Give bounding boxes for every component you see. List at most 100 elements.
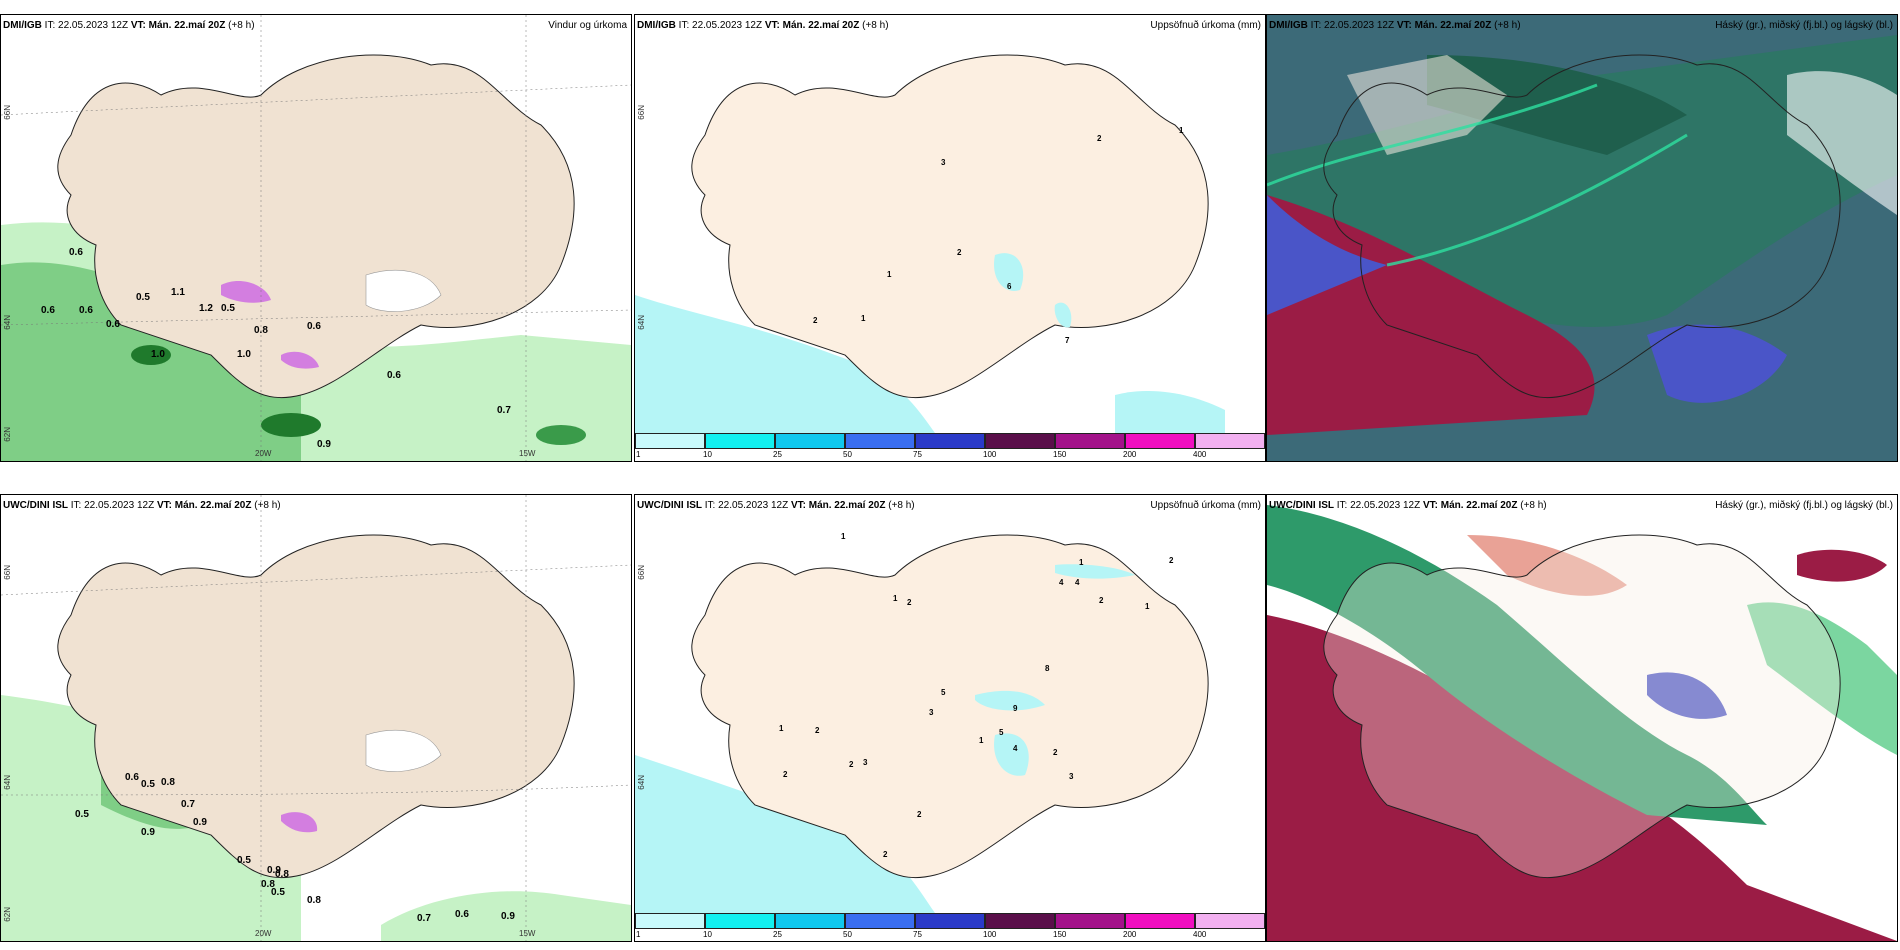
colorbar-label: 10 — [703, 930, 712, 939]
precip-value: 0.5 — [271, 887, 285, 898]
precip-value: 0.6 — [387, 370, 401, 381]
colorbar-swatch — [1195, 913, 1265, 929]
accum-value: 9 — [1013, 704, 1018, 713]
map-panel-clouds-uwc: UWC/DINI ISL IT: 22.05.2023 12Z VT: Mán.… — [1266, 494, 1898, 942]
colorbar-label: 1 — [636, 930, 641, 939]
accum-value: 4 — [1013, 744, 1018, 753]
colorbar-swatch — [1055, 913, 1125, 929]
colorbar-label: 200 — [1123, 930, 1137, 939]
colorbar-swatch — [985, 433, 1055, 449]
precip-value: 0.6 — [69, 247, 83, 258]
accum-value: 1 — [1145, 602, 1150, 611]
accum-value: 6 — [1007, 282, 1012, 291]
accum-value: 8 — [1045, 664, 1050, 673]
colorbar-label: 75 — [913, 450, 922, 459]
precip-value: 0.5 — [141, 779, 155, 790]
precip-value-labels: 0.6 0.6 0.6 0.5 1.1 1.2 1.0 1.0 0.8 0.6 … — [41, 247, 511, 450]
precip-value: 0.5 — [221, 303, 235, 314]
map-panel-accum-precip-dmi: DMI/IGB IT: 22.05.2023 12Z VT: Mán. 22.m… — [634, 14, 1266, 462]
lon-label: 20W — [255, 449, 272, 458]
colorbar-swatch — [985, 913, 1055, 929]
colorbar-label: 1 — [636, 450, 641, 459]
clouds-map — [1267, 495, 1897, 941]
accum-value: 4 — [1075, 578, 1080, 587]
accum-value: 3 — [941, 158, 946, 167]
colorbar-label: 10 — [703, 450, 712, 459]
accum-value: 2 — [815, 726, 820, 735]
accum-value: 2 — [1097, 134, 1102, 143]
accum-value: 5 — [941, 688, 946, 697]
accum-value: 2 — [917, 810, 922, 819]
panel-header: DMI/IGB IT: 22.05.2023 12Z VT: Mán. 22.m… — [3, 20, 255, 31]
panel-title: Uppsöfnuð úrkoma (mm) — [1150, 20, 1261, 31]
precip-value: 0.6 — [79, 305, 93, 316]
colorbar-label: 400 — [1193, 450, 1207, 459]
accum-value: 2 — [1053, 748, 1058, 757]
precip-value: 0.5 — [237, 855, 251, 866]
precip-value: 0.9 — [267, 865, 281, 876]
accum-value: 1 — [887, 270, 892, 279]
precip-value: 0.8 — [275, 869, 289, 880]
accum-value: 4 — [1059, 578, 1064, 587]
accum-value: 1 — [861, 314, 866, 323]
precip-value: 0.8 — [161, 777, 175, 788]
clouds-map — [1267, 15, 1897, 461]
accum-value: 1 — [1079, 558, 1084, 567]
colorbar-label: 150 — [1053, 930, 1067, 939]
lon-label: 15W — [519, 449, 536, 458]
map-panel-wind-precip-dmi: DMI/IGB IT: 22.05.2023 12Z VT: Mán. 22.m… — [0, 14, 632, 462]
colorbar-swatch — [1125, 433, 1195, 449]
accum-value: 7 — [1065, 336, 1070, 345]
accum-value: 2 — [1099, 596, 1104, 605]
precip-value: 1.0 — [237, 349, 251, 360]
colorbar-swatch — [845, 433, 915, 449]
panel-header: UWC/DINI ISL IT: 22.05.2023 12Z VT: Mán.… — [637, 500, 915, 511]
wind-precip-map — [1, 15, 631, 461]
precip-value: 0.8 — [307, 895, 321, 906]
panel-header: DMI/IGB IT: 22.05.2023 12Z VT: Mán. 22.m… — [637, 20, 889, 31]
colorbar-swatch — [915, 433, 985, 449]
panel-title: Uppsöfnuð úrkoma (mm) — [1150, 500, 1261, 511]
accum-value: 2 — [907, 598, 912, 607]
accum-value: 2 — [883, 850, 888, 859]
precip-value: 0.9 — [141, 827, 155, 838]
colorbar-swatch — [845, 913, 915, 929]
colorbar-label: 50 — [843, 450, 852, 459]
precip-value: 0.6 — [455, 909, 469, 920]
accum-value: 2 — [813, 316, 818, 325]
precip-value: 0.8 — [254, 325, 268, 336]
precip-value: 0.8 — [261, 879, 275, 890]
colorbar-label: 25 — [773, 450, 782, 459]
map-panel-clouds-dmi: DMI/IGB IT: 22.05.2023 12Z VT: Mán. 22.m… — [1266, 14, 1898, 462]
colorbar-label: 25 — [773, 930, 782, 939]
precip-value: 1.2 — [199, 303, 213, 314]
colorbar-label: 200 — [1123, 450, 1137, 459]
panel-title: Háský (gr.), miðský (fj.bl.) og lágský (… — [1715, 20, 1893, 31]
precip-value: 0.7 — [497, 405, 511, 416]
colorbar-label: 100 — [983, 450, 997, 459]
accum-precip-map — [635, 495, 1265, 913]
accum-value: 3 — [929, 708, 934, 717]
precip-value-labels: 0.6 0.5 0.8 0.5 0.5 0.9 0.7 0.9 0.9 0.5 … — [75, 772, 515, 924]
precip-value: 0.6 — [125, 772, 139, 783]
precip-colorbar: 1 10 25 50 75 100 150 200 400 — [635, 433, 1265, 461]
panel-title: Háský (gr.), miðský (fj.bl.) og lágský (… — [1715, 500, 1893, 511]
accum-value: 2 — [783, 770, 788, 779]
accum-value: 1 — [979, 736, 984, 745]
colorbar-swatch — [1055, 433, 1125, 449]
precip-value: 0.5 — [75, 809, 89, 820]
precip-value: 1.0 — [151, 349, 165, 360]
colorbar-label: 75 — [913, 930, 922, 939]
precip-value: 0.9 — [193, 817, 207, 828]
lon-label: 20W — [255, 929, 272, 938]
colorbar-label: 50 — [843, 930, 852, 939]
wind-precip-map — [1, 495, 631, 941]
accum-value-labels: 2 1 3 2 1 2 1 6 7 — [813, 126, 1184, 345]
accum-value: 1 — [841, 532, 846, 541]
precip-value: 0.6 — [41, 305, 55, 316]
accum-value: 5 — [999, 728, 1004, 737]
colorbar-swatch — [775, 913, 845, 929]
colorbar-label: 100 — [983, 930, 997, 939]
colorbar-swatch — [635, 433, 705, 449]
precip-value: 0.7 — [181, 799, 195, 810]
